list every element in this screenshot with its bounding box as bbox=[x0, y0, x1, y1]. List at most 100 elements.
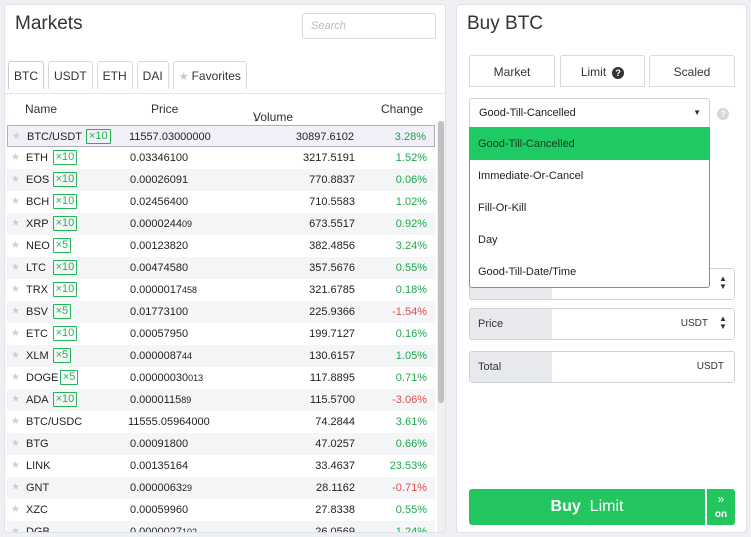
col-change[interactable]: Change bbox=[381, 102, 424, 116]
price-field[interactable]: Price USDT ▲ ▼ bbox=[469, 308, 735, 340]
market-row[interactable]: ★ NEO ×5 0.00123820 382.4856 3.24% bbox=[7, 235, 435, 257]
star-icon[interactable]: ★ bbox=[11, 284, 20, 295]
star-icon[interactable]: ★ bbox=[11, 306, 20, 317]
markets-search-input[interactable] bbox=[302, 13, 436, 39]
time-in-force-select[interactable]: Good-Till-Cancelled ▼ bbox=[469, 98, 710, 128]
help-icon[interactable]: ? bbox=[717, 108, 729, 120]
market-row[interactable]: ★ LTC ×10 0.00474580 357.5676 0.55% bbox=[7, 257, 435, 279]
quick-order-toggle[interactable]: » on bbox=[707, 489, 735, 525]
scrollbar-thumb[interactable] bbox=[438, 121, 444, 403]
tif-option[interactable]: Good-Till-Cancelled bbox=[470, 128, 709, 160]
markets-scrollbar[interactable] bbox=[437, 121, 445, 532]
total-unit: USDT bbox=[696, 361, 724, 372]
tab-limit[interactable]: Limit? bbox=[560, 55, 645, 87]
star-icon: ★ bbox=[178, 71, 189, 83]
tab-eth[interactable]: ETH bbox=[96, 61, 133, 89]
tab-btc[interactable]: BTC bbox=[8, 61, 44, 89]
price-main: 11555.05964000 bbox=[128, 416, 210, 428]
tab-label: Favorites bbox=[191, 69, 241, 83]
market-row[interactable]: ★ GNT 0.000006329 28.1162 -0.71% bbox=[7, 477, 435, 499]
market-name: XZC bbox=[26, 504, 48, 516]
price-main: 0.00135164 bbox=[130, 460, 189, 472]
market-row[interactable]: ★ ETC ×10 0.00057950 199.7127 0.16% bbox=[7, 323, 435, 345]
market-row[interactable]: ★ BTC/USDT ×10 11557.03000000 30897.6102 3.28… bbox=[7, 125, 435, 147]
tab-dai[interactable]: DAI bbox=[136, 61, 169, 89]
tif-option[interactable]: Fill-Or-Kill bbox=[478, 202, 527, 214]
market-change: 1.02% bbox=[395, 196, 427, 208]
arrow-down-icon: ↓ bbox=[253, 110, 259, 124]
time-in-force-dropdown: Good-Till-Cancelled Immediate-Or-Cancel … bbox=[469, 127, 710, 288]
market-row[interactable]: ★ XZC 0.00059960 27.8338 0.55% bbox=[7, 499, 435, 521]
price-main: 0.00059960 bbox=[130, 504, 189, 516]
tab-usdt[interactable]: USDT bbox=[48, 61, 93, 89]
star-icon[interactable]: ★ bbox=[11, 372, 20, 383]
market-row[interactable]: ★ EOS ×10 0.00026091 770.8837 0.06% bbox=[7, 169, 435, 191]
market-name: XRP bbox=[26, 218, 49, 230]
market-tabs: BTC USDT ETH DAI ★ Favorites bbox=[8, 61, 247, 89]
tif-option[interactable]: Immediate-Or-Cancel bbox=[478, 170, 584, 182]
tab-scaled[interactable]: Scaled bbox=[649, 55, 735, 87]
market-volume: 357.5676 bbox=[309, 262, 355, 274]
market-row[interactable]: ★ XRP ×10 0.000024409 673.5517 0.92% bbox=[7, 213, 435, 235]
star-icon[interactable]: ★ bbox=[11, 438, 20, 449]
col-name[interactable]: Name bbox=[25, 102, 58, 116]
question-icon[interactable]: ? bbox=[612, 66, 625, 79]
star-icon[interactable]: ★ bbox=[11, 460, 20, 471]
star-icon[interactable]: ★ bbox=[11, 504, 20, 515]
tab-favorites[interactable]: ★ Favorites bbox=[172, 61, 247, 89]
market-name: BCH bbox=[26, 196, 50, 208]
market-change: 1.24% bbox=[395, 526, 427, 533]
stepper-icon[interactable]: ▲ ▼ bbox=[719, 314, 727, 331]
market-row[interactable]: ★ DGB 0.0000027102 26.0569 1.24% bbox=[7, 521, 435, 533]
markets-title: Markets bbox=[15, 13, 83, 34]
star-icon[interactable]: ★ bbox=[11, 262, 20, 273]
market-volume: 26.0569 bbox=[315, 526, 355, 533]
market-row[interactable]: ★ BTC/USDC 11555.05964000 74.2844 3.61% bbox=[7, 411, 435, 433]
star-icon[interactable]: ★ bbox=[11, 350, 20, 361]
col-price[interactable]: Price bbox=[151, 102, 179, 116]
market-change: -3.06% bbox=[392, 394, 427, 406]
price-small-digits: 89 bbox=[181, 395, 192, 405]
market-change: 0.71% bbox=[395, 372, 427, 384]
star-icon[interactable]: ★ bbox=[11, 152, 20, 163]
market-change: 0.92% bbox=[395, 218, 427, 230]
market-name: GNT bbox=[26, 482, 50, 494]
buy-limit-button[interactable]: Buy Limit bbox=[469, 489, 705, 525]
star-icon[interactable]: ★ bbox=[11, 174, 20, 185]
market-price: 0.00135164 bbox=[130, 460, 240, 472]
star-icon[interactable]: ★ bbox=[11, 394, 20, 405]
market-row[interactable]: ★ TRX ×10 0.0000017458 321.6785 0.18% bbox=[7, 279, 435, 301]
market-row[interactable]: ★ DOGE ×5 0.00000030013 117.8895 0.71% bbox=[7, 367, 435, 389]
market-row[interactable]: ★ ADA ×10 0.000011589 115.5700 -3.06% bbox=[7, 389, 435, 411]
tab-market[interactable]: Market bbox=[469, 55, 555, 87]
market-name: ETC bbox=[26, 328, 48, 340]
buy-title: Buy BTC bbox=[467, 13, 544, 34]
star-icon[interactable]: ★ bbox=[11, 218, 20, 229]
market-row[interactable]: ★ ETH ×10 0.03346100 3217.5191 1.52% bbox=[7, 147, 435, 169]
market-row[interactable]: ★ LINK 0.00135164 33.4637 23.53% bbox=[7, 455, 435, 477]
market-change: -0.71% bbox=[392, 482, 427, 494]
market-price: 0.02456400 bbox=[130, 196, 240, 208]
tif-option[interactable]: Good-Till-Date/Time bbox=[478, 266, 577, 278]
market-price: 0.000008744 bbox=[130, 350, 240, 362]
buy-mode-label: Limit bbox=[589, 498, 624, 515]
market-row[interactable]: ★ BCH ×10 0.02456400 710.5583 1.02% bbox=[7, 191, 435, 213]
stepper-icon[interactable]: ▲ ▼ bbox=[719, 274, 727, 291]
star-icon[interactable]: ★ bbox=[11, 240, 20, 251]
tif-option[interactable]: Day bbox=[478, 234, 498, 246]
star-icon[interactable]: ★ bbox=[11, 328, 20, 339]
market-name: NEO bbox=[26, 240, 50, 252]
leverage-badge: ×10 bbox=[52, 194, 78, 209]
price-small-digits: 29 bbox=[182, 483, 193, 493]
star-icon[interactable]: ★ bbox=[11, 196, 20, 207]
star-icon[interactable]: ★ bbox=[11, 416, 20, 427]
star-icon[interactable]: ★ bbox=[11, 482, 20, 493]
buy-label: Buy bbox=[550, 498, 581, 515]
market-row[interactable]: ★ BTG 0.00091800 47.0257 0.66% bbox=[7, 433, 435, 455]
total-field[interactable]: Total USDT bbox=[469, 351, 735, 383]
star-icon[interactable]: ★ bbox=[12, 131, 21, 142]
star-icon[interactable]: ★ bbox=[11, 526, 20, 533]
market-row[interactable]: ★ XLM ×5 0.000008744 130.6157 1.05% bbox=[7, 345, 435, 367]
market-row[interactable]: ★ BSV ×5 0.01773100 225.9366 -1.54% bbox=[7, 301, 435, 323]
market-volume: 3217.5191 bbox=[303, 152, 355, 164]
